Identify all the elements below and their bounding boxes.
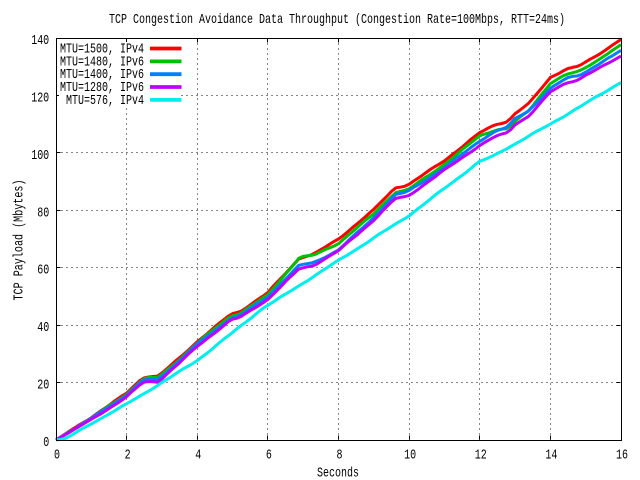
svg-text:MTU=1480, IPv6: MTU=1480, IPv6 (60, 54, 144, 70)
svg-text:MTU=576, IPv4: MTU=576, IPv4 (66, 93, 144, 109)
svg-text:120: 120 (31, 90, 49, 106)
svg-text:80: 80 (37, 205, 49, 221)
svg-text:20: 20 (37, 378, 49, 394)
svg-text:16: 16 (616, 448, 628, 464)
svg-text:Seconds: Seconds (317, 466, 359, 480)
svg-text:6: 6 (266, 448, 272, 464)
svg-text:MTU=1500, IPv4: MTU=1500, IPv4 (60, 42, 144, 58)
svg-text:40: 40 (37, 320, 49, 336)
svg-text:4: 4 (195, 448, 201, 464)
svg-text:10: 10 (404, 448, 416, 464)
svg-text:12: 12 (475, 448, 487, 464)
svg-text:0: 0 (43, 435, 49, 451)
svg-text:8: 8 (337, 448, 343, 464)
svg-text:14: 14 (545, 448, 557, 464)
svg-text:140: 140 (31, 33, 49, 49)
svg-text:60: 60 (37, 263, 49, 279)
svg-text:MTU=1400, IPv6: MTU=1400, IPv6 (60, 67, 144, 83)
svg-text:0: 0 (54, 448, 60, 464)
svg-text:MTU=1280, IPv6: MTU=1280, IPv6 (60, 80, 144, 96)
svg-text:100: 100 (31, 148, 49, 164)
svg-text:2: 2 (125, 448, 131, 464)
svg-text:TCP Payload (Mbytes): TCP Payload (Mbytes) (11, 180, 27, 301)
svg-text:TCP Congestion Avoidance Data: TCP Congestion Avoidance Data Throughput… (109, 12, 565, 28)
